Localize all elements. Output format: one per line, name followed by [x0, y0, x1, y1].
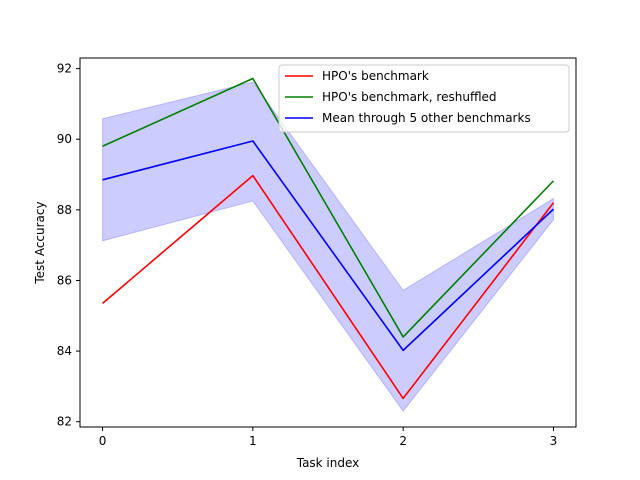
x-tick-label: 1	[249, 434, 257, 448]
y-tick-label: 88	[57, 203, 72, 217]
y-tick-label: 84	[57, 344, 72, 358]
y-tick-label: 90	[57, 132, 72, 146]
plot-area	[79, 57, 577, 428]
legend-label: HPO's benchmark	[322, 69, 429, 83]
series-lines	[102, 77, 555, 400]
y-tick-label: 82	[57, 415, 72, 429]
legend-label: HPO's benchmark, reshuffled	[322, 90, 497, 104]
y-axis-ticks: 82 84 86 88 90 92	[57, 62, 80, 429]
legend-label: Mean through 5 other benchmarks	[322, 111, 531, 125]
axes-frame	[79, 57, 577, 428]
legend: HPO's benchmark HPO's benchmark, reshuffl…	[278, 64, 570, 133]
x-axis-label: Task index	[296, 456, 360, 470]
x-tick-label: 0	[99, 434, 107, 448]
x-tick-label: 3	[550, 434, 558, 448]
legend-box	[278, 64, 570, 133]
y-axis-label: Test Accuracy	[33, 201, 47, 284]
series-line-1	[102, 77, 555, 338]
y-tick-label: 92	[57, 62, 72, 76]
series-line-0	[102, 174, 555, 400]
x-tick-label: 2	[399, 434, 407, 448]
y-tick-label: 86	[57, 273, 72, 287]
series-line-2	[102, 140, 555, 352]
x-axis-ticks: 0 1 2 3	[99, 427, 558, 448]
